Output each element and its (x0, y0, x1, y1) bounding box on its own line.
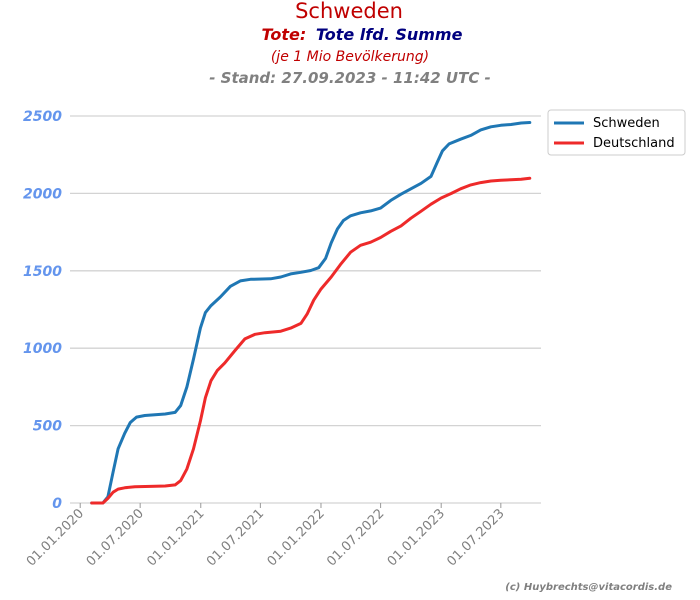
series-line-deutschland (90, 176, 532, 505)
y-axis-ticks: 0 500 1000 1500 2000 2500 (23, 109, 62, 512)
credit-footer: (c) Huybrechts@vitacordis.de (505, 582, 672, 593)
chart-subtitle: Tote: Tote lfd. Summe (262, 25, 463, 44)
x-axis-ticks: 01.01.202001.07.202001.01.202101.07.2021… (24, 503, 508, 569)
legend-label-schweden: Schweden (593, 116, 660, 131)
legend-label-deutschland: Deutschland (593, 136, 675, 151)
x-tick-label: 01.01.2022 (265, 506, 328, 569)
y-tick-label: 1500 (23, 264, 62, 280)
population-note: (je 1 Mio Bevölkerung) (271, 49, 429, 65)
x-tick-label: 01.07.2021 (204, 506, 267, 569)
x-tick-label: 01.01.2023 (385, 506, 448, 569)
x-tick-label: 01.01.2021 (144, 506, 207, 569)
stand-timestamp: - Stand: 27.09.2023 - 11:42 UTC - (209, 69, 491, 87)
chart-title: Schweden (295, 0, 403, 23)
x-tick-label: 01.01.2020 (24, 506, 87, 569)
legend: Schweden Deutschland (547, 109, 686, 156)
x-tick-label: 01.07.2023 (444, 506, 507, 569)
y-tick-label: 2500 (23, 109, 62, 125)
y-tick-label: 1000 (23, 341, 62, 357)
y-tick-label: 0 (52, 496, 62, 512)
x-tick-label: 01.07.2022 (324, 506, 387, 569)
metric-name: Tote lfd. Summe (316, 25, 463, 44)
y-tick-label: 500 (33, 419, 62, 435)
y-tick-label: 2000 (23, 186, 62, 202)
x-tick-label: 01.07.2020 (84, 506, 147, 569)
metric-prefix: Tote: (262, 25, 307, 44)
series-line-schweden (90, 121, 532, 505)
series-lines (90, 121, 532, 505)
